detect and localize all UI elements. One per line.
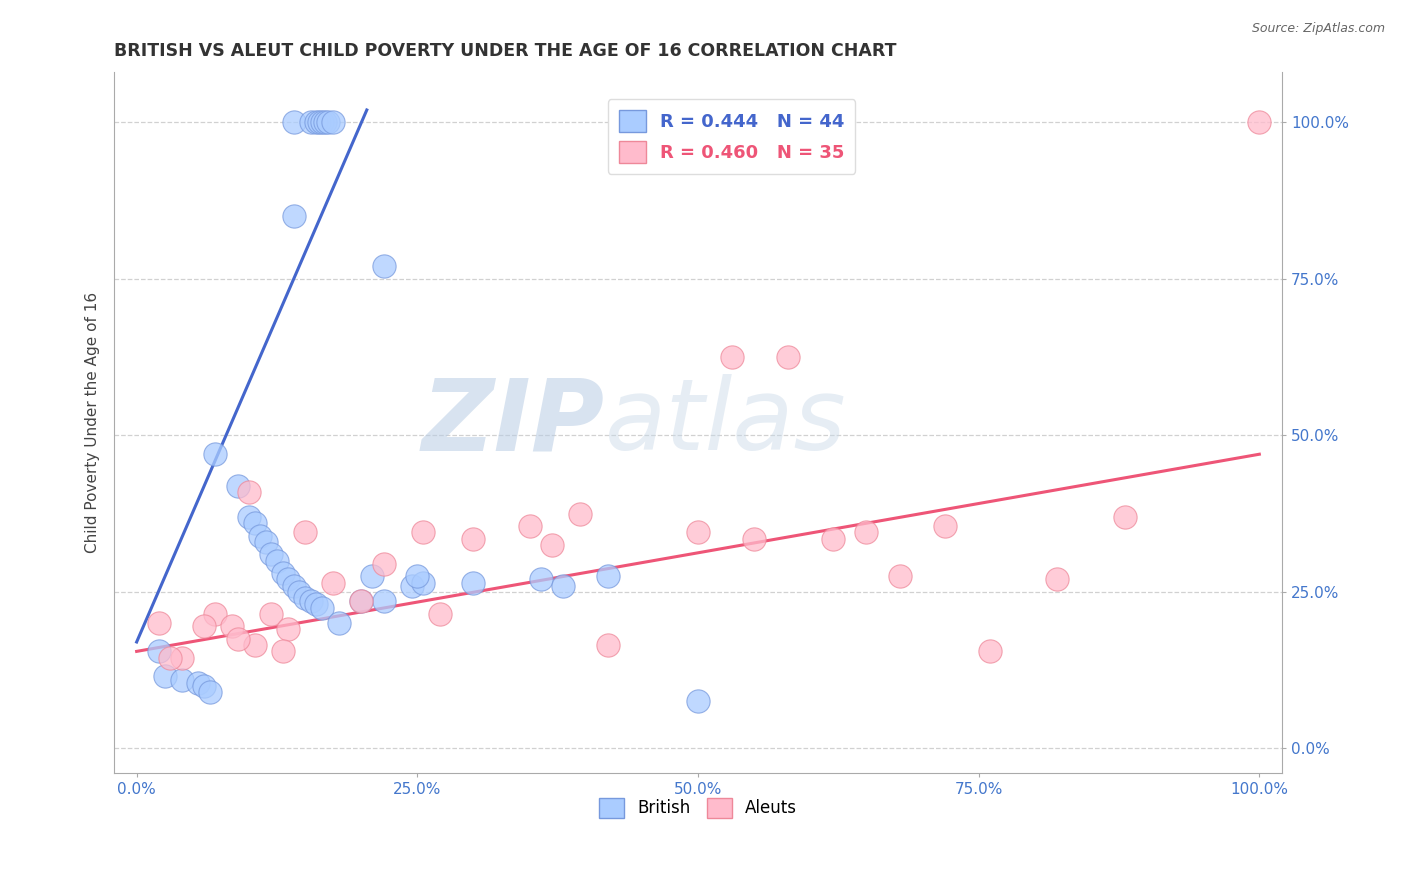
Point [406, 569, 429, 583]
Point [311, 115, 333, 129]
Point [254, 534, 277, 549]
Point [299, 594, 322, 608]
Text: atlas: atlas [605, 375, 846, 472]
Point [294, 591, 316, 606]
Point [934, 519, 956, 533]
Point [350, 594, 373, 608]
Point [204, 607, 226, 621]
Point [260, 547, 283, 561]
Point [979, 644, 1001, 658]
Point [238, 509, 260, 524]
Point [271, 566, 294, 581]
Point [187, 675, 209, 690]
Point [243, 516, 266, 530]
Point [821, 532, 844, 546]
Point [720, 350, 742, 364]
Point [288, 585, 311, 599]
Point [266, 554, 288, 568]
Text: BRITISH VS ALEUT CHILD POVERTY UNDER THE AGE OF 16 CORRELATION CHART: BRITISH VS ALEUT CHILD POVERTY UNDER THE… [114, 42, 897, 60]
Point [1046, 573, 1069, 587]
Point [226, 632, 249, 646]
Point [193, 679, 215, 693]
Point [350, 594, 373, 608]
Y-axis label: Child Poverty Under the Age of 16: Child Poverty Under the Age of 16 [86, 293, 100, 554]
Text: Source: ZipAtlas.com: Source: ZipAtlas.com [1251, 22, 1385, 36]
Point [159, 650, 181, 665]
Point [316, 115, 339, 129]
Point [1249, 115, 1271, 129]
Point [598, 569, 620, 583]
Point [322, 575, 344, 590]
Point [308, 115, 330, 129]
Point [148, 616, 170, 631]
Point [221, 619, 243, 633]
Point [170, 673, 193, 687]
Point [855, 525, 877, 540]
Point [1114, 509, 1136, 524]
Point [170, 650, 193, 665]
Point [328, 616, 350, 631]
Point [153, 669, 176, 683]
Point [283, 579, 305, 593]
Point [322, 115, 344, 129]
Point [776, 350, 799, 364]
Point [226, 478, 249, 492]
Point [373, 260, 395, 274]
Point [299, 115, 322, 129]
Point [283, 115, 305, 129]
Point [463, 532, 485, 546]
Point [541, 538, 564, 552]
Point [283, 210, 305, 224]
Point [305, 598, 328, 612]
Point [361, 569, 384, 583]
Legend: British, Aleuts: British, Aleuts [592, 791, 804, 825]
Point [204, 447, 226, 461]
Point [519, 519, 541, 533]
Text: ZIP: ZIP [422, 375, 605, 472]
Point [401, 579, 423, 593]
Point [429, 607, 451, 621]
Point [249, 528, 271, 542]
Point [260, 607, 283, 621]
Point [412, 525, 434, 540]
Point [243, 638, 266, 652]
Point [686, 525, 709, 540]
Point [277, 573, 299, 587]
Point [412, 575, 434, 590]
Point [598, 638, 620, 652]
Point [305, 115, 328, 129]
Point [294, 525, 316, 540]
Point [889, 569, 911, 583]
Point [373, 594, 395, 608]
Point [569, 507, 592, 521]
Point [314, 115, 336, 129]
Point [686, 694, 709, 708]
Point [373, 557, 395, 571]
Point [198, 685, 221, 699]
Point [530, 573, 553, 587]
Point [148, 644, 170, 658]
Point [311, 600, 333, 615]
Point [742, 532, 765, 546]
Point [553, 579, 575, 593]
Point [238, 484, 260, 499]
Point [271, 644, 294, 658]
Point [277, 623, 299, 637]
Point [463, 575, 485, 590]
Point [193, 619, 215, 633]
